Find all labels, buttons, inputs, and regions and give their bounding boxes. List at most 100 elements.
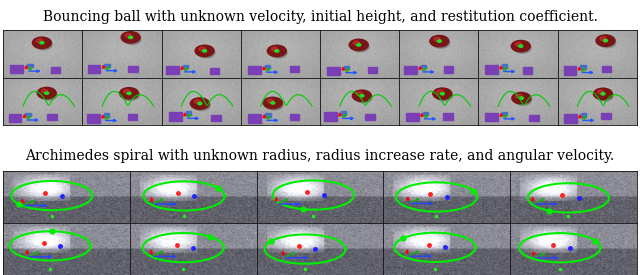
Circle shape [514,95,532,105]
FancyBboxPatch shape [27,64,33,67]
Circle shape [124,34,141,45]
FancyBboxPatch shape [368,67,378,73]
FancyBboxPatch shape [25,113,31,116]
FancyBboxPatch shape [10,65,23,73]
FancyBboxPatch shape [87,114,100,123]
FancyBboxPatch shape [186,111,191,115]
Circle shape [516,94,522,98]
Circle shape [195,45,214,57]
FancyBboxPatch shape [422,112,428,115]
FancyBboxPatch shape [182,65,188,68]
FancyBboxPatch shape [327,67,340,75]
Circle shape [198,102,202,105]
Circle shape [519,45,523,47]
Circle shape [596,90,613,101]
FancyBboxPatch shape [502,112,508,115]
Circle shape [41,89,47,93]
FancyBboxPatch shape [290,114,299,120]
FancyBboxPatch shape [365,114,375,120]
FancyBboxPatch shape [602,113,611,119]
Circle shape [125,34,131,37]
Circle shape [263,97,282,109]
Circle shape [437,40,442,42]
Circle shape [356,44,361,46]
Circle shape [604,39,607,42]
Circle shape [434,37,440,41]
FancyBboxPatch shape [404,66,417,74]
FancyBboxPatch shape [602,66,611,72]
Circle shape [199,47,205,51]
Circle shape [437,90,443,94]
FancyBboxPatch shape [127,114,137,120]
FancyBboxPatch shape [324,112,337,121]
FancyBboxPatch shape [51,67,60,73]
FancyBboxPatch shape [485,113,498,121]
FancyBboxPatch shape [529,115,539,121]
Text: Bouncing ball with unknown velocity, initial height, and restitution coefficient: Bouncing ball with unknown velocity, ini… [43,10,597,24]
Circle shape [121,32,140,43]
Circle shape [440,93,444,95]
Circle shape [596,35,615,46]
FancyBboxPatch shape [8,114,21,122]
FancyBboxPatch shape [340,111,346,115]
FancyBboxPatch shape [248,66,260,75]
Circle shape [266,100,283,110]
Circle shape [271,102,275,104]
Circle shape [511,40,531,52]
FancyBboxPatch shape [210,68,220,74]
Circle shape [127,92,131,95]
Circle shape [35,40,52,50]
Circle shape [593,88,612,100]
FancyBboxPatch shape [88,65,100,73]
Circle shape [432,38,450,48]
Circle shape [269,48,287,58]
Circle shape [40,42,44,44]
FancyBboxPatch shape [406,113,419,121]
FancyBboxPatch shape [580,65,586,69]
Circle shape [600,37,606,41]
Circle shape [349,39,368,51]
FancyBboxPatch shape [523,67,532,74]
Circle shape [36,39,43,43]
Circle shape [271,47,278,51]
FancyBboxPatch shape [444,67,453,73]
FancyBboxPatch shape [104,64,110,67]
Circle shape [433,88,452,100]
Circle shape [435,90,452,101]
FancyBboxPatch shape [502,64,508,68]
Circle shape [430,35,449,47]
Circle shape [33,37,51,48]
FancyBboxPatch shape [104,113,109,117]
FancyBboxPatch shape [211,115,221,121]
Circle shape [195,100,201,104]
FancyBboxPatch shape [290,66,300,72]
FancyBboxPatch shape [265,113,271,117]
FancyBboxPatch shape [169,112,182,121]
Circle shape [122,90,140,100]
Text: Archimedes spiral with unknown radius, radius increase rate, and angular velocit: Archimedes spiral with unknown radius, r… [26,149,614,163]
Circle shape [275,50,279,52]
Circle shape [353,41,360,45]
Circle shape [268,45,286,57]
FancyBboxPatch shape [563,66,576,75]
Circle shape [124,90,130,93]
Circle shape [512,92,531,104]
Circle shape [598,37,616,48]
FancyBboxPatch shape [265,65,270,68]
FancyBboxPatch shape [344,65,349,69]
FancyBboxPatch shape [47,114,57,120]
FancyBboxPatch shape [580,113,586,117]
Circle shape [597,90,604,94]
Circle shape [40,90,57,100]
Circle shape [351,42,369,52]
Circle shape [120,88,139,99]
Circle shape [601,93,605,95]
Circle shape [268,99,273,103]
Circle shape [198,48,215,58]
FancyBboxPatch shape [166,66,179,74]
Circle shape [353,90,371,101]
Circle shape [520,97,524,99]
FancyBboxPatch shape [485,65,498,74]
FancyBboxPatch shape [564,114,577,123]
Circle shape [203,50,207,52]
